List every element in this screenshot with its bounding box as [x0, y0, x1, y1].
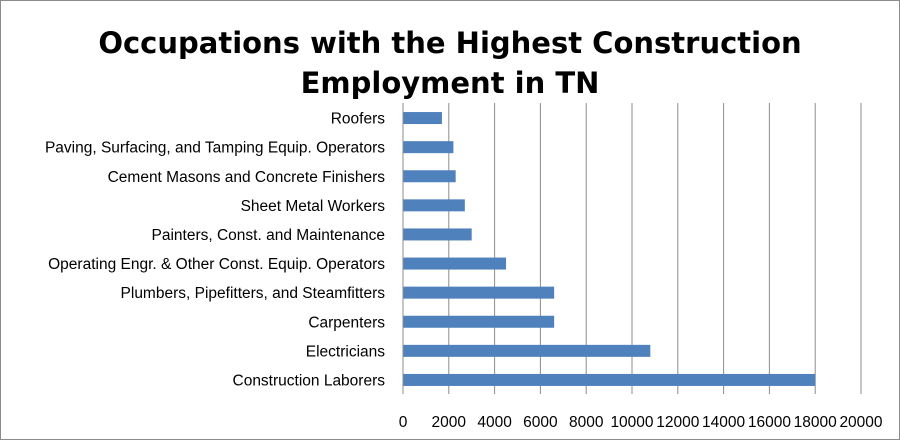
- bar: [403, 315, 555, 328]
- bar: [403, 373, 816, 386]
- x-tick-label: 18000: [794, 414, 837, 431]
- category-labels: Construction Laborers Electricians Carpent…: [45, 111, 385, 390]
- x-tick-label: 0: [399, 414, 408, 431]
- x-tick-label: 6000: [523, 414, 558, 431]
- x-tick-label: 14000: [702, 414, 745, 431]
- bar: [403, 344, 651, 357]
- category-label: Plumbers, Pipefitters, and Steamfitters: [121, 285, 386, 302]
- x-tick-label: 4000: [477, 414, 512, 431]
- category-label: Construction Laborers: [233, 372, 386, 389]
- category-label: Cement Masons and Concrete Finishers: [108, 169, 386, 186]
- category-label: Roofers: [331, 111, 386, 128]
- x-tick-label: 12000: [656, 414, 699, 431]
- bar: [403, 228, 472, 241]
- chart-title-line-1: Occupations with the Highest Constructio…: [98, 26, 801, 60]
- x-tick-label: 2000: [432, 414, 467, 431]
- x-axis-tick-labels: 0 2000 4000 6000 8000 10000 12000 14000 16000 180…: [399, 414, 883, 431]
- category-label: Carpenters: [308, 314, 385, 331]
- x-tick-label: 10000: [610, 414, 653, 431]
- bar: [403, 199, 465, 212]
- gridlines: [448, 103, 862, 394]
- category-label: Painters, Const. and Maintenance: [152, 227, 386, 244]
- category-label: Sheet Metal Workers: [241, 198, 386, 215]
- chart-title: Occupations with the Highest Constructio…: [98, 26, 801, 100]
- bar: [403, 286, 555, 299]
- chart-title-line-2: Employment in TN: [301, 66, 600, 100]
- bar: [403, 141, 454, 154]
- category-label: Paving, Surfacing, and Tamping Equip. Op…: [45, 140, 385, 157]
- bars: [403, 112, 816, 386]
- category-label: Electricians: [306, 343, 385, 360]
- x-tick-label: 20000: [839, 414, 882, 431]
- bar: [403, 257, 507, 270]
- x-tick-label: 8000: [569, 414, 604, 431]
- bar: [403, 112, 442, 125]
- category-label: Operating Engr. & Other Const. Equip. Op…: [48, 256, 385, 273]
- bar: [403, 170, 456, 183]
- x-tick-label: 16000: [748, 414, 791, 431]
